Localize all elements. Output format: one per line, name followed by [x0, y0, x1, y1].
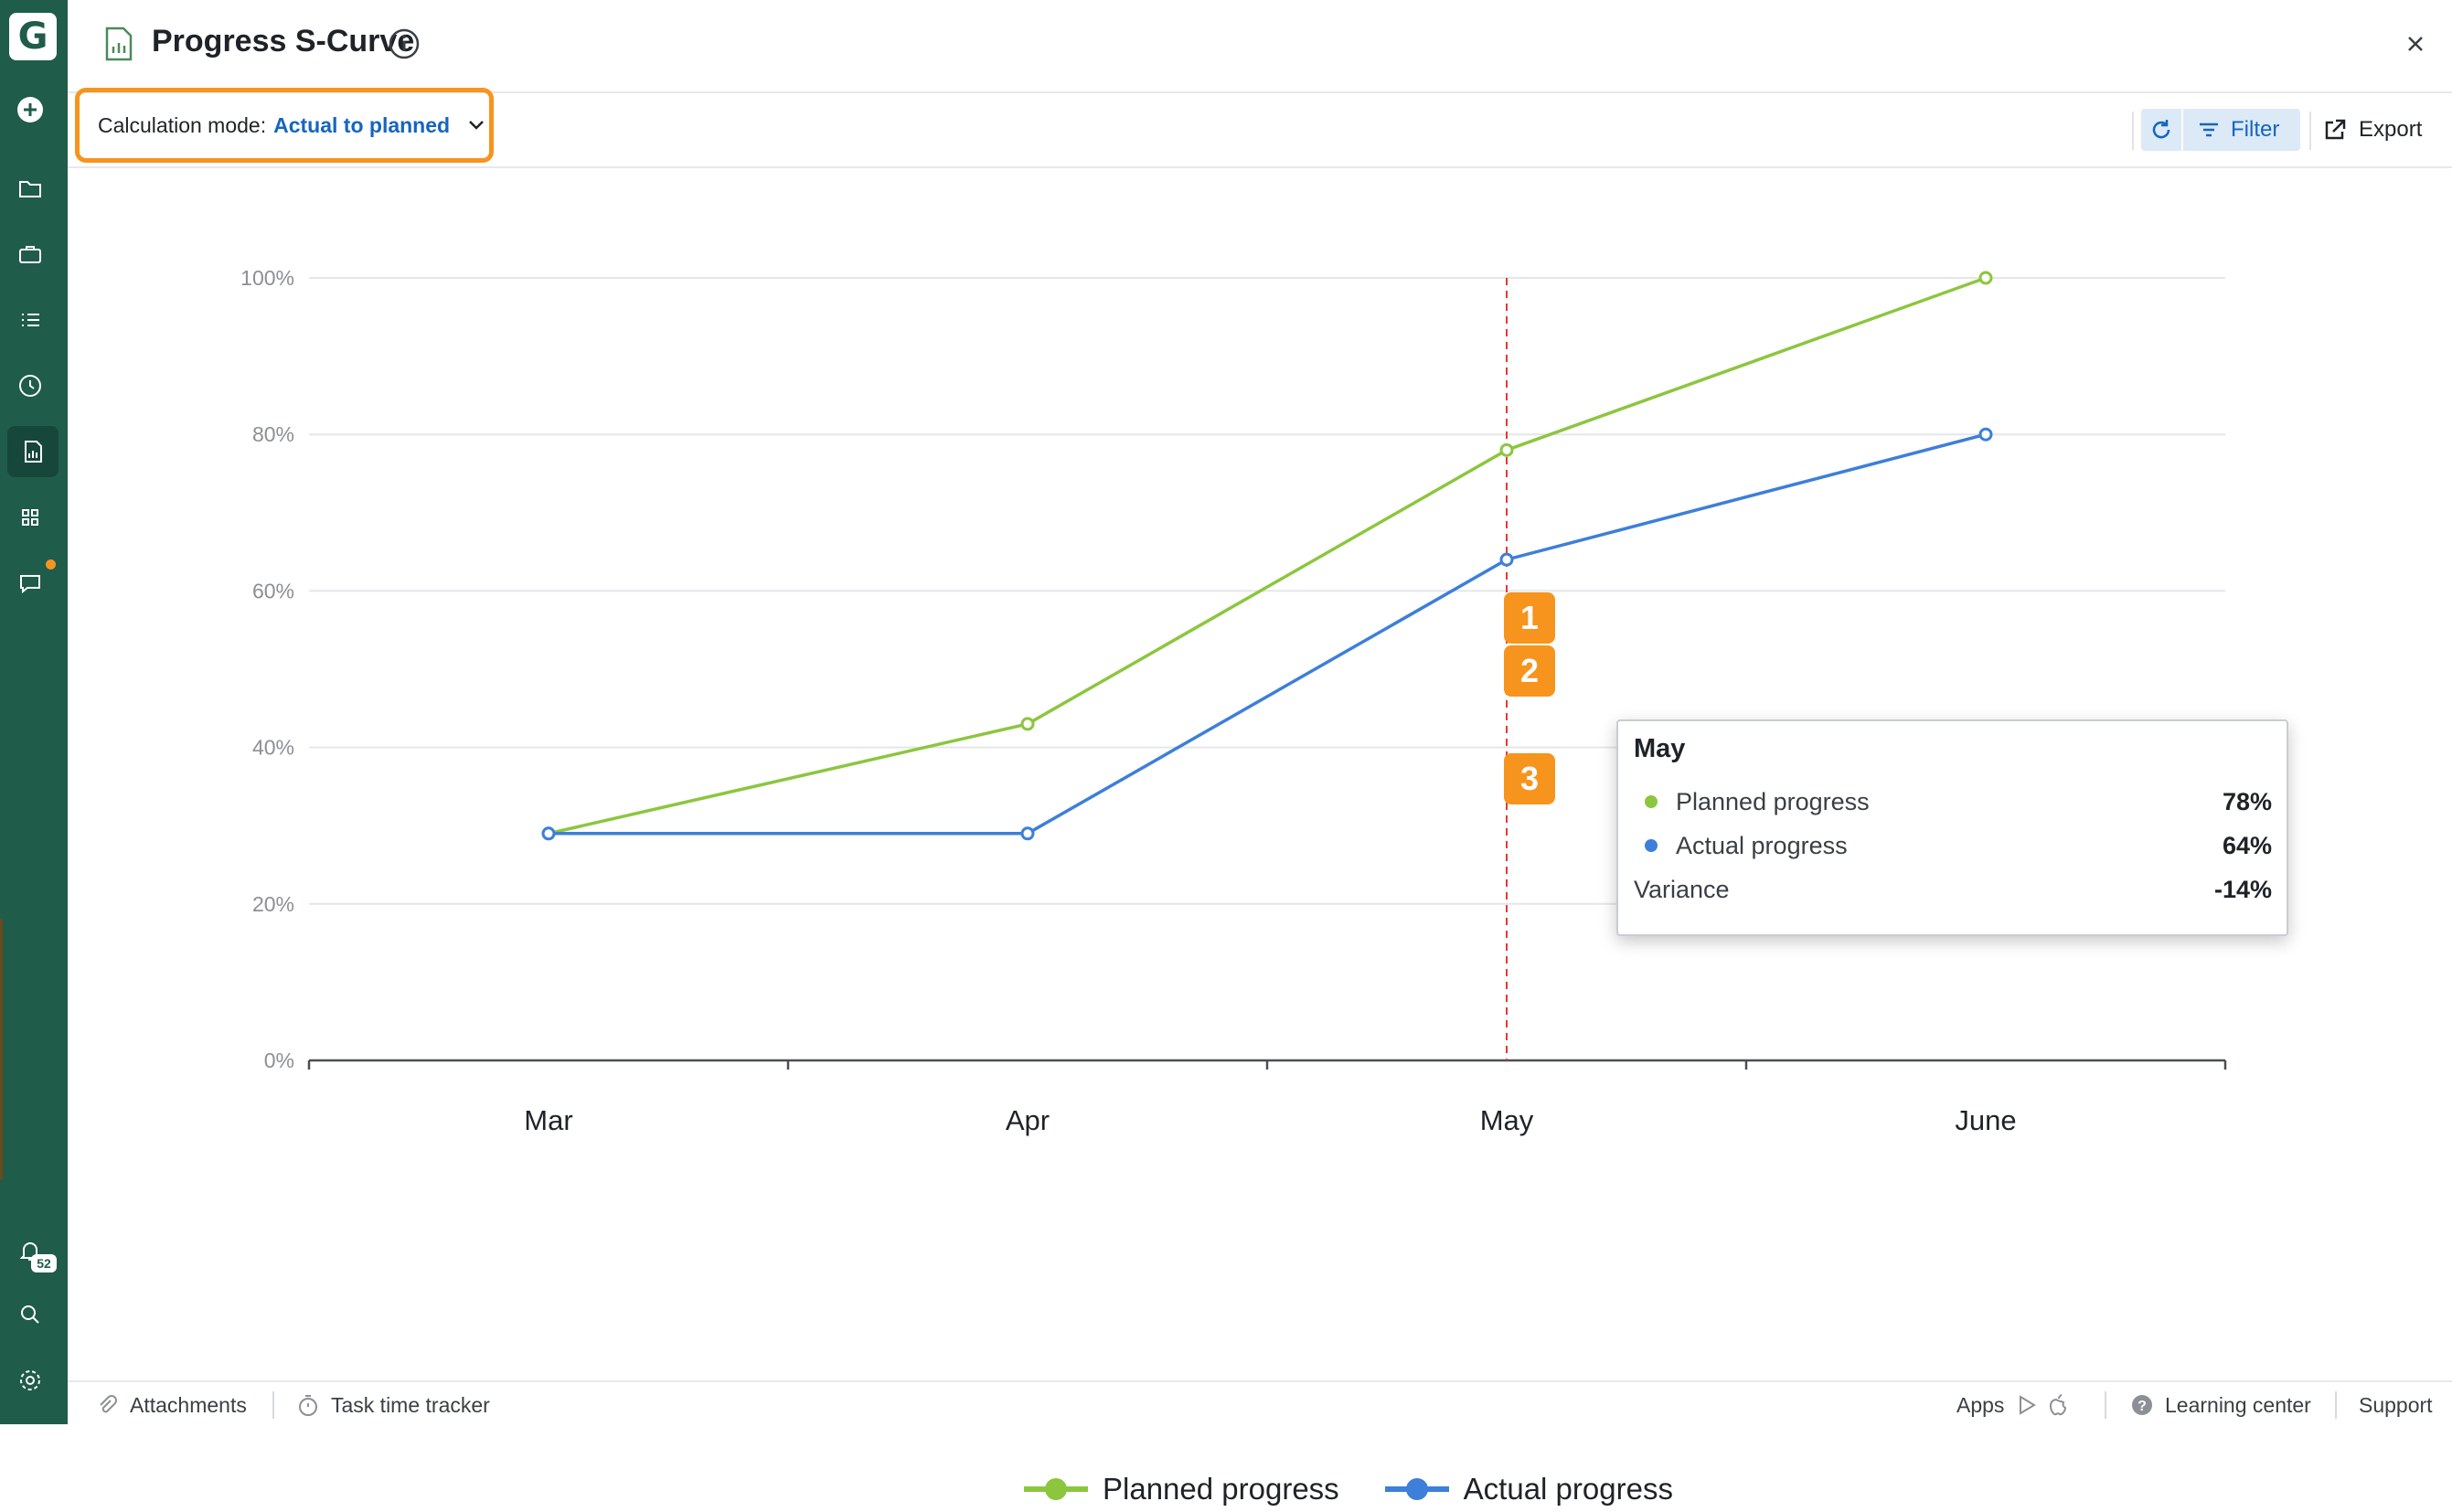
tooltip-actual-value: 64% [2222, 831, 2272, 859]
notification-count-badge: 52 [31, 1254, 57, 1272]
refresh-icon [2152, 120, 2170, 139]
list-icon[interactable] [12, 302, 48, 338]
planned-dot-icon [1645, 795, 1658, 808]
gear-icon[interactable] [12, 1362, 48, 1399]
chart-tooltip: May Planned progress 78% Actual progress… [1616, 719, 2288, 936]
apps-label: Apps [1956, 1392, 2005, 1417]
task-time-tracker-label: Task time tracker [331, 1392, 490, 1417]
chat-unread-dot [46, 559, 56, 570]
data-point-1 [541, 826, 556, 841]
add-icon[interactable] [12, 91, 48, 128]
folder-icon[interactable] [12, 170, 48, 207]
footer-bar: Attachments Task time tracker Apps ? Lea… [68, 1380, 2452, 1426]
y-tick-label: 20% [252, 892, 294, 916]
help-icon: ? [2132, 1395, 2152, 1415]
data-point-1 [1020, 826, 1035, 841]
tooltip-month: May [1634, 734, 1686, 763]
app-logo[interactable]: G [9, 13, 57, 60]
y-tick-label: 100% [240, 266, 294, 290]
x-tick-label: Apr [1006, 1104, 1050, 1136]
export-button-label: Export [2359, 117, 2423, 142]
tooltip-variance-row: Variance -14% [1634, 871, 2272, 908]
apps-link[interactable]: Apps [1956, 1393, 2081, 1417]
legend-item-actual[interactable]: Actual progress [1384, 1472, 1673, 1507]
legend-planned-label: Planned progress [1103, 1472, 1339, 1506]
data-point-0 [1978, 271, 1993, 285]
search-icon[interactable] [12, 1296, 48, 1333]
export-button[interactable]: Export [2322, 109, 2422, 151]
filter-icon [2200, 122, 2218, 137]
tooltip-variance-value: -14% [2213, 875, 2272, 903]
close-icon[interactable] [2401, 29, 2430, 59]
y-tick-label: 0% [264, 1049, 294, 1072]
filter-button[interactable]: Filter [2183, 109, 2300, 151]
apps-grid-icon[interactable] [12, 499, 48, 536]
series-line-0 [548, 276, 1987, 836]
toolbar-separator [2132, 112, 2134, 150]
data-point-0 [1020, 717, 1035, 731]
attachments-link[interactable]: Attachments [95, 1393, 247, 1417]
callout-3: 3 [1504, 753, 1555, 804]
export-icon [2325, 119, 2346, 140]
legend-actual-label: Actual progress [1463, 1472, 1673, 1506]
paperclip-icon [100, 1395, 117, 1413]
x-tick-label: May [1480, 1104, 1534, 1136]
callout-1: 1 [1504, 592, 1555, 644]
apple-icon [2050, 1394, 2067, 1416]
data-point-1 [1978, 427, 1993, 442]
report-page-icon [105, 27, 133, 61]
actual-dot-icon [1645, 839, 1658, 852]
footer-separator [272, 1391, 274, 1419]
data-point-1 [1499, 552, 1514, 567]
support-label: Support [2359, 1392, 2433, 1417]
legend-planned-swatch [1024, 1478, 1088, 1500]
s-curve-chart: 0% 20% 40% 60% 80% 100% Mar Apr May June May Plan… [68, 168, 2452, 1506]
series-line-1 [549, 432, 1987, 836]
svg-text:?: ? [2138, 1399, 2147, 1414]
data-point-0 [1499, 442, 1514, 457]
calculation-mode-value: Actual to planned [273, 112, 451, 137]
page-header: Progress S-Curve [68, 0, 2452, 93]
y-tick-label: 80% [252, 422, 294, 446]
toolbar: Calculation mode: Actual to planned Filt… [68, 88, 2452, 168]
attachments-label: Attachments [130, 1392, 247, 1417]
clock-icon[interactable] [12, 367, 48, 404]
stopwatch-icon [299, 1395, 317, 1416]
x-tick-label: Mar [524, 1104, 572, 1136]
footer-separator [2105, 1391, 2106, 1419]
calculation-mode-label: Calculation mode: [98, 112, 267, 137]
legend-actual-swatch [1384, 1478, 1449, 1500]
tooltip-variance-label: Variance [1634, 875, 1730, 903]
info-icon[interactable] [388, 27, 421, 60]
learning-center-link[interactable]: ? Learning center [2130, 1393, 2311, 1417]
calculation-mode-dropdown[interactable]: Calculation mode: Actual to planned [75, 88, 494, 163]
callout-2: 2 [1504, 645, 1555, 697]
page-title: Progress S-Curve [152, 24, 415, 59]
briefcase-icon[interactable] [12, 236, 48, 272]
tooltip-actual-label: Actual progress [1676, 831, 1848, 859]
chart-legend: Planned progress Actual progress [1024, 1466, 1719, 1512]
chat-icon[interactable] [12, 565, 48, 602]
task-time-tracker-link[interactable]: Task time tracker [296, 1393, 490, 1417]
y-tick-label: 60% [252, 579, 294, 602]
x-tick-label: June [1955, 1104, 2016, 1136]
tooltip-planned-row: Planned progress 78% [1634, 783, 2272, 820]
footer-separator [2335, 1391, 2337, 1419]
y-tick-label: 40% [252, 736, 294, 760]
chevron-down-icon [469, 121, 484, 130]
filter-button-label: Filter [2231, 117, 2280, 142]
toolbar-separator [2309, 112, 2311, 150]
left-sidebar: G 52 [0, 0, 68, 1424]
refresh-button[interactable] [2141, 109, 2181, 151]
tooltip-planned-label: Planned progress [1676, 787, 1870, 815]
tooltip-actual-row: Actual progress 64% [1634, 827, 2272, 864]
support-link[interactable]: Support [2359, 1393, 2433, 1417]
reports-icon[interactable] [7, 426, 59, 477]
learning-center-label: Learning center [2165, 1392, 2311, 1417]
tooltip-planned-value: 78% [2222, 787, 2272, 815]
legend-item-planned[interactable]: Planned progress [1024, 1472, 1339, 1507]
sidebar-divider [0, 919, 3, 1179]
play-store-icon [2020, 1395, 2037, 1415]
